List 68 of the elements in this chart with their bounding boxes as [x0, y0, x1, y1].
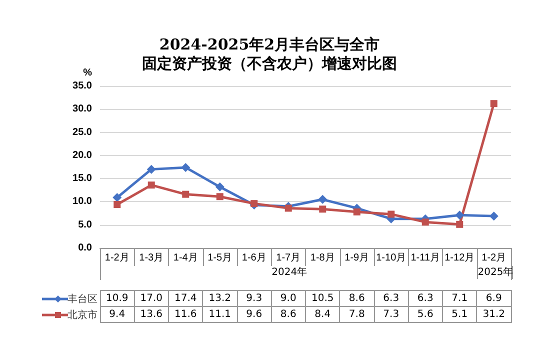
x-tick-label: 1-7月 [276, 252, 301, 264]
x-tick-label: 1-3月 [139, 252, 164, 264]
y-tick-label: 20.0 [72, 150, 92, 161]
data-label: 6.9 [476, 290, 511, 306]
data-label: 31.2 [476, 306, 511, 322]
data-label: 5.1 [442, 306, 477, 322]
point [182, 190, 190, 198]
point [181, 162, 190, 172]
point [146, 164, 156, 174]
y-tick-label: 0.0 [78, 242, 92, 254]
data-label: 10.9 [100, 290, 134, 306]
x-tick-label: 1-9月 [344, 252, 370, 264]
data-label: 17.4 [168, 290, 203, 306]
data-label: 7.3 [374, 306, 408, 322]
x-tick-label: 1-11月 [410, 252, 440, 264]
point [148, 182, 155, 189]
point [114, 200, 121, 208]
y-tick-label: 25.0 [72, 126, 92, 138]
y-axis-title: % [83, 68, 92, 78]
point [353, 208, 360, 216]
data-label: 9.4 [100, 306, 134, 322]
data-label: 9.6 [237, 306, 272, 322]
data-label: 8.6 [271, 306, 306, 322]
y-tick-label: 10.0 [72, 196, 92, 208]
point [422, 218, 429, 226]
data-label: 9.0 [271, 290, 306, 306]
text: 2025年 [476, 266, 514, 279]
point [489, 212, 498, 221]
point [490, 100, 498, 108]
data-label: 13.2 [202, 290, 237, 306]
point [215, 182, 224, 192]
y-tick-label: 5.0 [78, 219, 92, 230]
data-label: 5.6 [408, 306, 442, 322]
text: 2024年 [100, 266, 478, 279]
data-label: 7.8 [340, 306, 374, 322]
legend-label: 北京市 [40, 306, 100, 322]
data-label: 17.0 [134, 290, 168, 306]
x-tick-label: 1-5月 [208, 252, 232, 264]
data-label: 6.3 [408, 290, 442, 306]
data-label: 11.6 [168, 306, 203, 322]
point [456, 220, 464, 228]
x-tick-label: 1-12月 [444, 252, 475, 264]
x-tick-label: 1-2月 [482, 252, 506, 264]
point [284, 204, 292, 212]
chart-title: 2024-2025年2月丰台区与全市 [159, 36, 380, 54]
x-tick-label: 1-4月 [173, 252, 198, 264]
point [318, 194, 328, 204]
data-label: 8.4 [306, 306, 340, 322]
data-label: 10.5 [306, 290, 340, 306]
data-label: 7.1 [442, 290, 477, 306]
point [388, 210, 395, 218]
y-tick-label: 30.0 [72, 104, 92, 115]
chart-subtitle: 固定资产投资（不含农户）增速对比图 [142, 54, 397, 72]
data-label: 6.3 [374, 290, 408, 306]
data-label: 11.1 [202, 306, 237, 322]
data-label: 8.6 [340, 290, 374, 306]
x-tick-label: 1-2月 [104, 252, 130, 264]
legend-label: 丰台区 [40, 290, 100, 306]
y-tick-label: 15.0 [72, 173, 92, 184]
x-tick-label: 1-6月 [242, 252, 266, 264]
x-tick-label: 1-8月 [310, 252, 335, 264]
data-label: 13.6 [134, 306, 168, 322]
y-tick-label: 35.0 [72, 80, 92, 92]
point [319, 206, 326, 213]
x-tick-label: 1-10月 [376, 252, 406, 264]
point [455, 210, 464, 220]
data-label: 9.3 [237, 290, 272, 306]
point [216, 193, 224, 200]
